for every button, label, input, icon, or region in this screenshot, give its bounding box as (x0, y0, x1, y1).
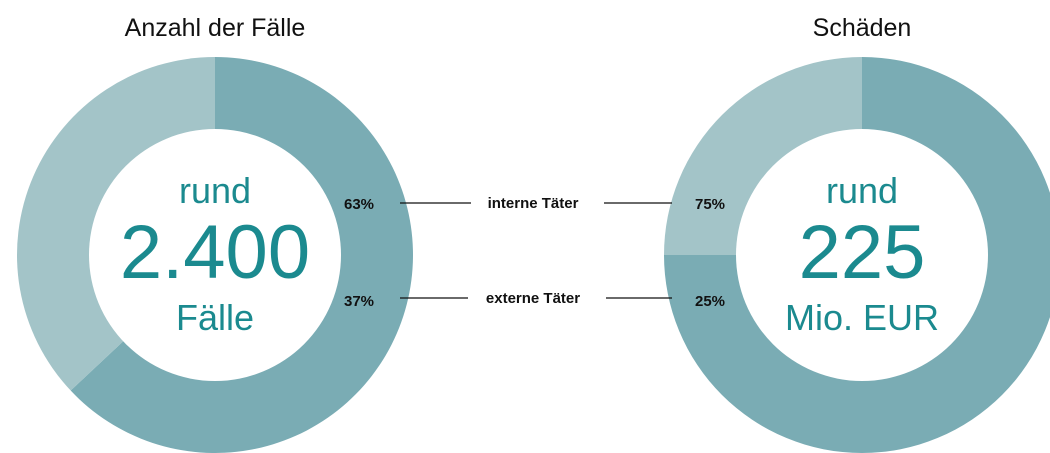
category-label-external: externe Täter (486, 290, 580, 307)
center-unit-cases: Fälle (176, 297, 254, 338)
category-legend: interne Täter externe Täter (400, 195, 672, 307)
donut-hole-damages (736, 129, 988, 381)
data-label-cases-external: 37% (344, 293, 374, 310)
chart-title-cases: Anzahl der Fälle (125, 14, 306, 42)
center-prefix-cases: rund (179, 170, 251, 211)
data-label-cases-internal: 63% (344, 196, 374, 213)
center-value-cases: 2.400 (120, 210, 310, 295)
data-label-damages-internal: 75% (695, 196, 725, 213)
donut-chart-cases: Anzahl der Fälle rund 2.400 Fälle 63% 37… (16, 14, 413, 453)
donut-chart-damages: Schäden rund 225 Mio. EUR 75% 25% (664, 14, 1050, 453)
slice-damages-internal (664, 57, 1050, 453)
center-prefix-damages: rund (826, 170, 898, 211)
donut-hole-cases (89, 129, 341, 381)
category-label-internal: interne Täter (488, 195, 579, 212)
chart-title-damages: Schäden (813, 14, 912, 42)
center-value-damages: 225 (799, 210, 926, 295)
center-unit-damages: Mio. EUR (785, 297, 939, 338)
data-label-damages-external: 25% (695, 293, 725, 310)
